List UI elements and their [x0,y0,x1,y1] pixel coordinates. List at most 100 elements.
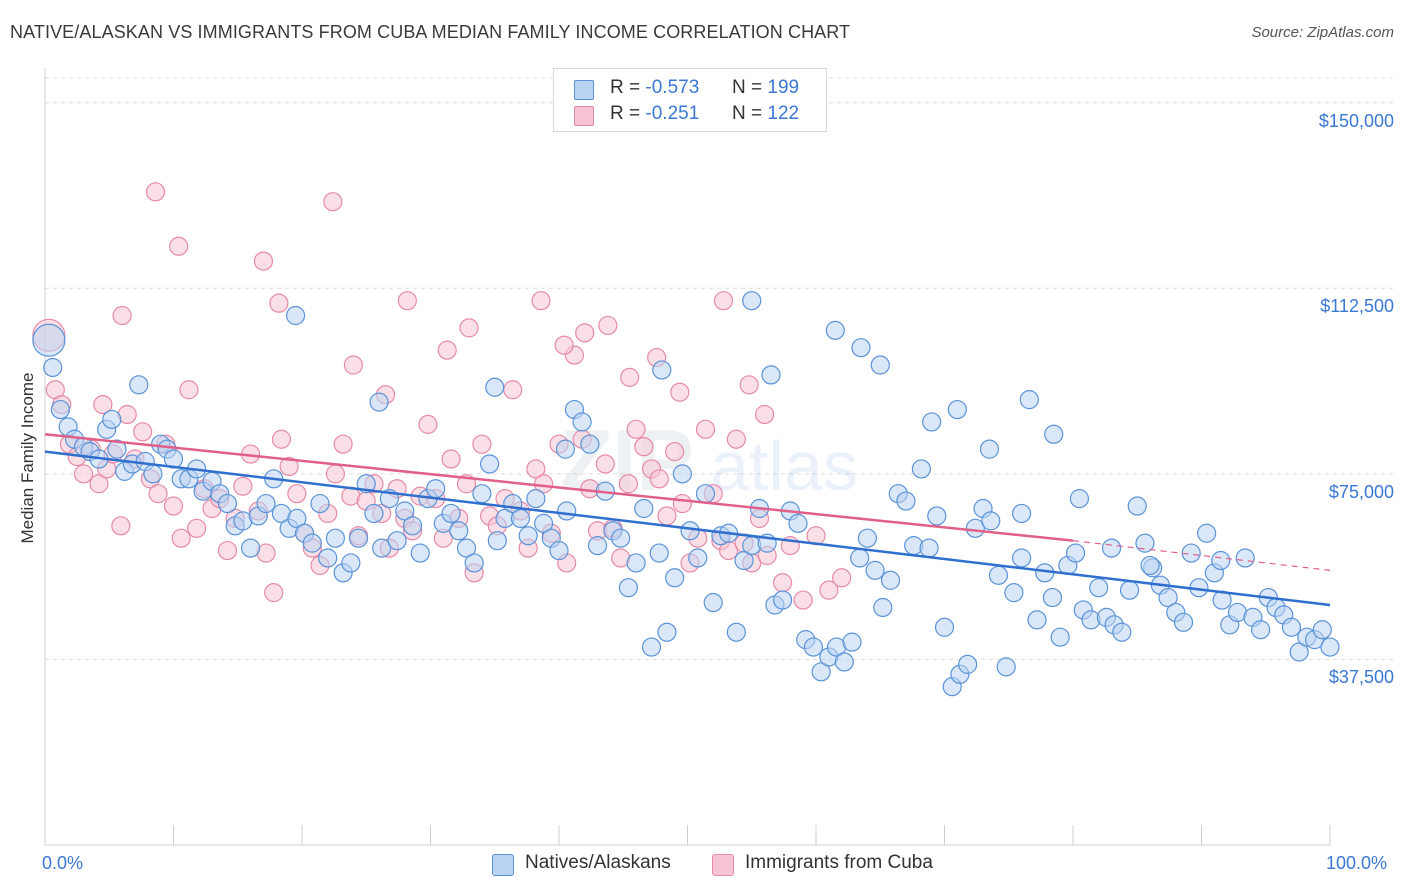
cuba-point [598,315,618,336]
native-point [726,622,746,642]
native-point [922,412,942,432]
native-point [310,493,330,514]
native-point [318,548,338,568]
chart-source: Source: ZipAtlas.com [1251,24,1394,41]
cuba-point [145,182,166,202]
native-point [680,521,700,541]
native-point [979,439,1000,459]
cuba-point [279,456,299,477]
native-point [557,501,577,521]
native-point [549,540,569,561]
native-point [449,521,469,541]
cuba-point [754,404,775,425]
cuba-point [325,464,346,484]
cuba-point [526,459,546,479]
native-point [947,399,967,420]
cuba-point [531,291,551,311]
native-point [1281,617,1302,637]
native-point [129,375,149,395]
y-tick-label-37500: $37,500 [1328,667,1394,688]
cuba-point [93,394,113,415]
native-point [364,503,384,524]
native-point [1181,543,1201,563]
cuba-point [726,429,746,449]
y-tick-label-75000: $75,000 [1328,481,1394,502]
native-point [1197,523,1217,543]
native-point [1011,503,1032,524]
native-point [965,518,985,538]
cuba-point [187,518,207,538]
native-point [1312,620,1332,640]
native-point [1019,390,1039,410]
native-point [870,355,890,375]
legend-n-value-natives: 199 [767,77,800,98]
bottom-legend-swatch-blue [492,854,514,876]
native-point [652,360,672,380]
cuba-point [575,323,595,343]
native-point [1089,578,1109,598]
native-point [555,439,576,459]
cuba-point [793,590,813,610]
native-point [102,409,122,430]
native-point [285,305,306,326]
native-point [880,570,901,590]
cuba-point [626,419,646,439]
native-point [1320,637,1340,657]
native-point [32,323,66,357]
native-point [287,508,307,529]
native-point [1158,587,1178,608]
native-point [369,392,389,412]
native-point [634,498,654,519]
cuba-point [620,367,640,387]
cuba-point [112,305,132,326]
native-point [325,528,346,548]
native-point [402,516,423,536]
native-point [981,511,1001,531]
cuba-point [503,380,523,400]
cuba-trend-line [44,433,1074,542]
native-point [1127,496,1147,516]
cuba-point [171,528,191,548]
native-point [611,528,631,548]
cuba-point [217,540,238,561]
native-point [1135,533,1155,553]
cuba-point [271,429,292,449]
native-point [410,543,430,563]
native-point [387,531,407,551]
cuba-point [441,449,461,469]
cuba-point [169,236,189,256]
bottom-legend-label-cuba: Immigrants from Cuba [745,852,933,873]
trend-lines [44,433,1331,607]
native-point [256,493,276,514]
cuba-point [554,335,574,355]
native-point [485,377,505,397]
native-point [672,464,692,484]
legend-r-label: R = [610,103,641,124]
native-point [911,459,931,479]
native-point [395,501,415,521]
cuba-point [739,375,759,395]
cuba-point [618,474,638,494]
cuba-point [397,291,417,311]
native-point [857,528,878,548]
native-point [480,454,500,474]
native-point [50,399,71,420]
native-point [657,622,677,642]
native-point [641,637,662,657]
native-point [526,489,546,509]
cuba-point [819,580,839,600]
bottom-legend-label-natives: Natives/Alaskans [525,852,671,873]
legend-r-value-cuba: -0.251 [645,103,700,124]
native-point [842,632,862,652]
legend-n-label: N = [732,103,763,124]
native-point [510,508,531,529]
native-point [1235,548,1255,568]
cuba-point [89,474,109,494]
native-point [865,560,885,580]
native-point [834,652,854,672]
cuba-point [459,318,479,338]
cuba-point [437,340,457,360]
native-point [649,543,669,563]
legend-r-label: R = [610,77,641,98]
y-tick-label-150000: $150,000 [1318,110,1394,131]
